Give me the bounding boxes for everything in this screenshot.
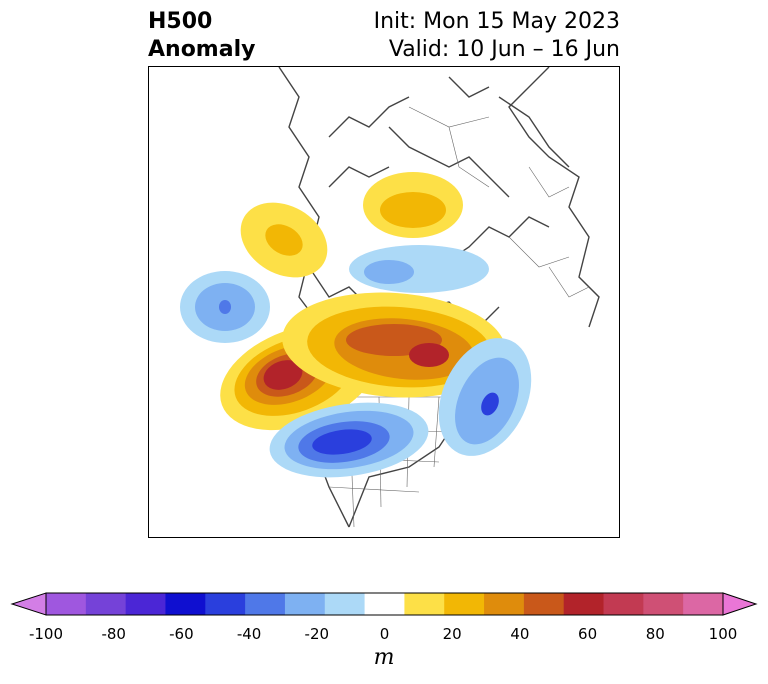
anomaly-map	[180, 67, 600, 528]
init-date: Init: Mon 15 May 2023	[373, 9, 620, 34]
colorbar-segment	[205, 593, 246, 615]
colorbar-segment	[324, 593, 366, 615]
colorbar-units: m	[373, 645, 395, 670]
colorbar-tick-label: -20	[304, 625, 330, 643]
colorbar-segment	[444, 593, 485, 615]
anomaly-siberia-low	[349, 245, 489, 293]
colorbar-segment	[563, 593, 605, 615]
anomaly-north-atlantic-low	[438, 338, 532, 456]
colorbar-tick-label: -40	[236, 625, 262, 643]
colorbar-segment	[603, 593, 644, 615]
colorbar-segment	[484, 593, 525, 615]
valid-range: Valid: 10 Jun – 16 Jun	[388, 37, 620, 62]
map-panel	[148, 66, 620, 538]
colorbar-segment	[284, 593, 326, 615]
colorbar	[10, 592, 758, 616]
colorbar-tick-label: 0	[379, 625, 390, 643]
colorbar-tick-label: -100	[28, 625, 64, 643]
colorbar-tick-label: 40	[510, 625, 530, 643]
colorbar-extend-max	[722, 592, 758, 616]
colorbar-extend-min	[10, 592, 47, 616]
colorbar-segment	[523, 593, 565, 615]
anomaly-greenland-ridge	[282, 292, 506, 398]
colorbar-segment	[85, 593, 127, 615]
colorbar-segment	[683, 593, 724, 615]
colorbar-tick-label: 20	[442, 625, 462, 643]
colorbar-segment	[245, 593, 286, 615]
colorbar-tick-label: -60	[169, 625, 194, 643]
colorbar-segment	[125, 593, 166, 615]
title-line-2: Anomaly	[148, 37, 256, 62]
colorbar-tick-label: -80	[101, 625, 126, 643]
title-line-1: H500	[148, 9, 213, 34]
colorbar-tick-label: 60	[578, 625, 598, 643]
colorbar-segment	[364, 593, 405, 615]
date-info: Init: Mon 15 May 2023 Valid: 10 Jun – 16…	[374, 8, 620, 64]
anomaly-alaska-ridge	[240, 202, 328, 278]
colorbar-tick-label: 100	[708, 625, 738, 643]
anomaly-central-us-low	[269, 402, 429, 478]
colorbar-segments	[10, 592, 758, 616]
colorbar-tick-label: 80	[645, 625, 665, 643]
anomaly-arctic-ridge	[363, 172, 463, 238]
colorbar-segment	[643, 593, 684, 615]
colorbar-outline	[45, 592, 724, 616]
colorbar-segment	[165, 593, 206, 615]
map-title: H500 Anomaly	[148, 8, 255, 64]
colorbar-segment	[404, 593, 445, 615]
anomaly-north-pacific-low	[180, 271, 270, 343]
colorbar-segment	[46, 593, 87, 615]
